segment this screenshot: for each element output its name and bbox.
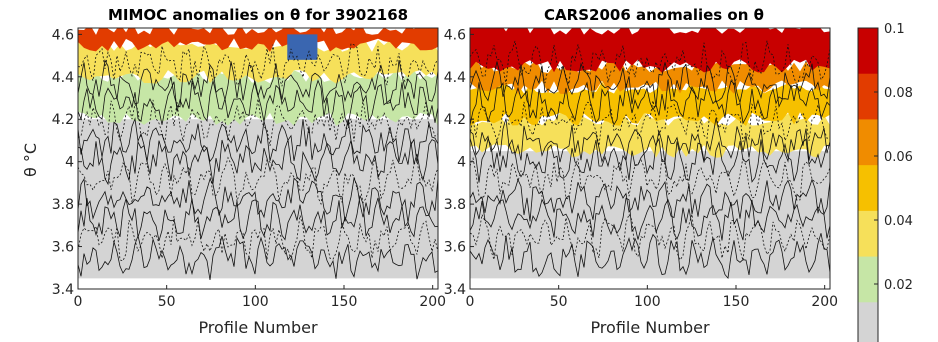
y-tick-label: 3.6: [52, 240, 74, 256]
x-tick-label: 50: [550, 294, 568, 310]
contour-line: [470, 61, 830, 108]
cars-xlabel: Profile Number: [590, 318, 710, 337]
contour-line: [78, 195, 438, 241]
y-tick-label: 4.4: [444, 70, 466, 86]
contour-line: [78, 43, 438, 87]
x-tick-label: 200: [419, 294, 446, 310]
colorbar-tick-label: 0.1: [884, 22, 905, 37]
mimoc-contours: [78, 43, 438, 281]
contour-line: [470, 197, 830, 241]
mimoc-xlabel: Profile Number: [198, 318, 318, 337]
y-tick-label: 3.4: [444, 282, 466, 298]
cars-ticks: 0 50 100 150 200 3.4 3.6 3.8 4 4.2 4.4 4.6: [444, 27, 838, 310]
y-tick-label: 4.6: [52, 27, 74, 43]
y-tick-label: 4.6: [444, 27, 466, 43]
colorbar-tick-label: 0.06: [884, 150, 913, 165]
mimoc-ticks: 0 50 100 150 200 3.4 3.6 3.8 4 4.2 4.4 4.6: [52, 27, 446, 310]
anomaly-band: [78, 119, 438, 279]
y-tick-label: 4: [457, 155, 466, 171]
contour-line: [470, 118, 830, 163]
cars-contours: [470, 40, 830, 280]
colorbar-ticks: 0.10.080.060.040.020: [874, 22, 913, 293]
contour-line: [78, 215, 438, 262]
mimoc-ylabel: θ °C: [21, 143, 40, 177]
colorbar-block: [858, 210, 878, 258]
colorbar-block: [858, 165, 878, 212]
mimoc-title: MIMOC anomalies on θ for 3902168: [108, 6, 408, 24]
y-tick-label: 3.8: [52, 197, 74, 213]
y-tick-label: 4: [65, 155, 74, 171]
contour-line: [470, 155, 830, 201]
colorbar-block: [858, 302, 878, 342]
x-tick-label: 50: [158, 294, 176, 310]
contour-line: [78, 156, 438, 206]
anomaly-band: [470, 112, 830, 158]
contour-line: [470, 178, 830, 222]
contour-line: [78, 98, 438, 146]
x-tick-label: 0: [466, 294, 475, 310]
y-tick-label: 4.2: [444, 112, 466, 128]
cars-panel: CARS2006 anomalies on θ 0 50 100 150 200 3.4 3…: [444, 6, 838, 337]
cars-title: CARS2006 anomalies on θ: [544, 6, 764, 24]
contour-line: [470, 213, 830, 261]
y-tick-label: 3.6: [444, 240, 466, 256]
colorbar-gradient: [858, 28, 878, 342]
x-tick-label: 150: [331, 294, 358, 310]
x-tick-label: 0: [74, 294, 83, 310]
contour-line: [78, 59, 438, 108]
anomaly-band: [78, 38, 438, 84]
mimoc-axes-box: [77, 27, 439, 290]
colorbar-block: [858, 119, 878, 166]
contour-line: [470, 79, 830, 126]
mimoc-anomaly-field: [78, 28, 438, 279]
y-tick-label: 4.2: [52, 112, 74, 128]
contour-line: [470, 137, 830, 183]
colorbar-block: [858, 256, 878, 303]
colorbar-box: [857, 27, 879, 342]
negative-anomaly-patch: [287, 34, 318, 60]
contour-line: [78, 117, 438, 163]
y-tick-label: 3.4: [52, 282, 74, 298]
colorbar-tick-label: 0.08: [884, 86, 913, 101]
x-tick-label: 200: [811, 294, 838, 310]
y-tick-label: 3.8: [444, 197, 466, 213]
y-tick-label: 4.4: [52, 70, 74, 86]
cars-axes-box: [469, 27, 831, 290]
cars-anomaly-field: [470, 28, 830, 279]
anomaly-band: [470, 59, 830, 95]
x-tick-label: 100: [634, 294, 661, 310]
x-tick-label: 150: [723, 294, 750, 310]
x-tick-label: 100: [242, 294, 269, 310]
colorbar: 0.10.080.060.040.020: [857, 22, 913, 342]
colorbar-tick-label: 0.04: [884, 214, 913, 229]
anomaly-band: [78, 28, 438, 52]
colorbar-block: [858, 28, 878, 75]
colorbar-tick-label: 0.02: [884, 278, 913, 293]
contour-line: [78, 177, 438, 223]
colorbar-block: [858, 73, 878, 120]
anomaly-band: [470, 151, 830, 279]
contour-line: [470, 100, 830, 146]
anomaly-band: [470, 28, 830, 73]
contour-line: [470, 233, 830, 280]
mimoc-panel: MIMOC anomalies on θ for 3902168 0 50 100 1…: [21, 6, 446, 337]
anomaly-band: [78, 70, 438, 127]
